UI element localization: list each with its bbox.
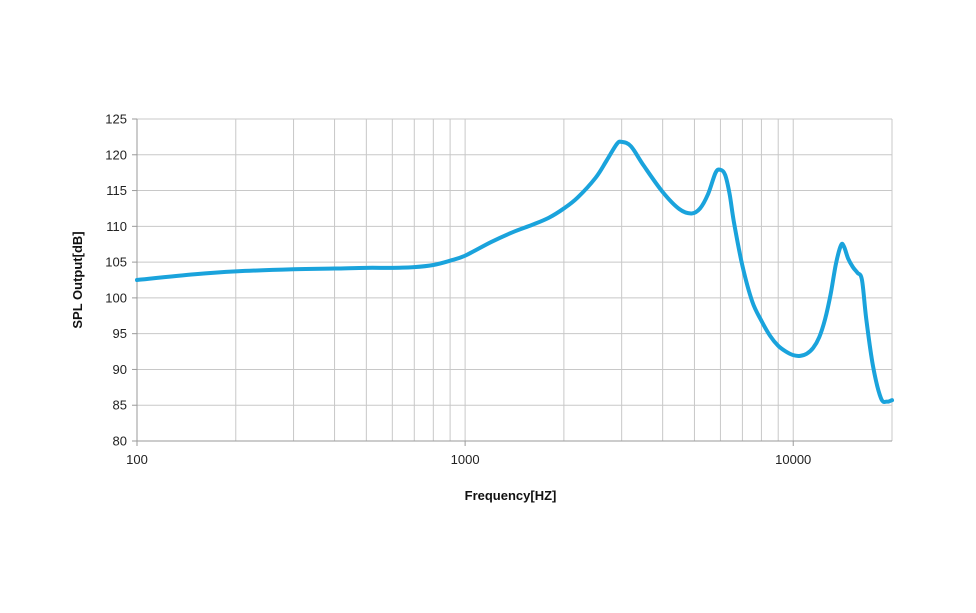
series-line [135, 139, 894, 404]
y-tick-label: 90 [113, 362, 127, 377]
y-tick-label: 120 [105, 147, 127, 162]
y-tick-label: 95 [113, 326, 127, 341]
tick-labels: 80 85 90 95 100 105 110 115 120 125 100 1000 10000 [105, 112, 811, 468]
y-axis-title: SPL Output[dB] [70, 231, 85, 328]
y-tick-label: 105 [105, 255, 127, 270]
x-axis-title: Frequency[HZ] [465, 488, 557, 503]
y-tick-label: 115 [106, 183, 127, 198]
x-tick-label: 1000 [451, 452, 480, 467]
series-layer [135, 139, 894, 404]
y-tick-label: 80 [113, 434, 127, 449]
x-tick-label: 10000 [775, 452, 811, 467]
y-tick-label: 100 [105, 290, 127, 305]
y-tick-label: 110 [106, 219, 127, 234]
y-tick-label: 125 [105, 112, 127, 127]
grid-lines [136, 118, 893, 442]
y-tick-label: 85 [113, 398, 127, 413]
x-tick-label: 100 [126, 452, 148, 467]
